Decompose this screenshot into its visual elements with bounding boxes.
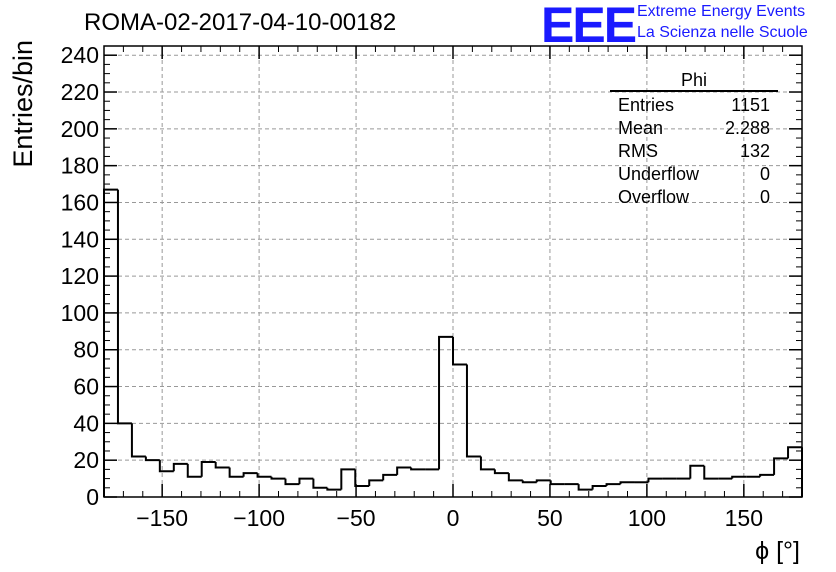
histogram-bin	[759, 473, 775, 477]
stats-key: RMS	[618, 141, 658, 161]
x-tick-label: −50	[337, 505, 376, 531]
histogram-bin	[172, 462, 188, 472]
histogram-bin	[186, 463, 202, 478]
stats-title: Phi	[680, 70, 707, 90]
histogram-bin	[465, 364, 481, 458]
histogram-bin	[382, 473, 398, 481]
y-tick-label: 200	[61, 116, 99, 142]
y-tick-label: 40	[73, 410, 99, 436]
histogram-bin	[479, 456, 495, 471]
histogram-bin	[326, 487, 342, 491]
histogram-bin	[452, 336, 467, 366]
histogram-bin	[438, 335, 453, 470]
x-axis-title: ϕ [°]	[755, 537, 800, 565]
histogram-bin	[410, 467, 426, 471]
y-tick-label: 100	[61, 300, 99, 326]
histogram-bin	[228, 467, 244, 478]
histogram-bin	[521, 480, 537, 484]
x-tick-label: −100	[233, 505, 285, 531]
histogram-bin	[787, 446, 802, 459]
x-tick-label: 100	[628, 505, 666, 531]
y-tick-label: 80	[73, 337, 99, 363]
histogram-bin	[256, 473, 272, 478]
stats-key: Overflow	[618, 187, 690, 207]
y-tick-label: 180	[61, 153, 99, 179]
stats-key: Mean	[618, 118, 664, 138]
logo-text-line1: Extreme Energy Events	[637, 3, 806, 20]
histogram-bin	[130, 423, 146, 458]
histogram-bin	[284, 478, 300, 486]
histogram-bin	[731, 475, 747, 479]
histogram-bin	[158, 460, 174, 473]
stats-row-mean: Mean 2.288	[610, 117, 778, 140]
stats-value: 0	[759, 187, 770, 207]
x-tick-label: 0	[447, 505, 460, 531]
histogram-bin	[242, 472, 258, 477]
x-tick-label: −150	[136, 505, 188, 531]
stats-row-overflow: Overflow 0	[610, 186, 778, 209]
histogram-bin	[549, 480, 565, 486]
histogram-bin	[773, 457, 789, 475]
histogram-bin	[270, 476, 286, 480]
logo-text-line2: La Scienza nelle Scuole	[637, 24, 808, 41]
histogram-bin	[368, 479, 384, 486]
y-axis-title: Entries/bin	[8, 40, 38, 168]
histogram-bin	[703, 465, 719, 480]
stats-value: 2.288	[724, 118, 770, 138]
histogram-bin	[577, 484, 593, 491]
stats-value: 132	[739, 141, 770, 161]
histogram-bin	[298, 477, 314, 485]
stats-box: Phi Entries 1151 Mean 2.288 RMS 132 Unde…	[610, 70, 778, 209]
y-tick-label: 0	[86, 484, 99, 510]
x-tick-label: 150	[725, 505, 763, 531]
stats-row-rms: RMS 132	[610, 140, 778, 163]
histogram-bin	[396, 466, 412, 475]
histogram-bin	[535, 479, 551, 483]
histogram-bin	[605, 483, 621, 486]
y-tick-label: 120	[61, 263, 99, 289]
y-tick-label: 60	[73, 374, 99, 400]
y-tick-label: 240	[61, 42, 99, 68]
histogram-bin	[647, 477, 663, 483]
y-tick-label: 160	[61, 189, 99, 215]
eee-logo: EEE	[541, 0, 637, 53]
plot-title: ROMA-02-2017-04-10-00182	[84, 9, 397, 36]
histogram-bin	[144, 456, 160, 462]
histogram-bin	[312, 478, 328, 489]
histogram-bin	[493, 469, 509, 475]
y-tick-label: 20	[73, 447, 99, 473]
histogram-bin	[116, 189, 132, 425]
histogram-bin	[591, 484, 607, 490]
histogram-bin	[200, 461, 216, 477]
y-tick-label: 220	[61, 79, 99, 105]
stats-row-entries: Entries 1151	[610, 94, 778, 117]
histogram-bin	[507, 473, 523, 482]
stats-divider	[610, 90, 778, 92]
stats-key: Underflow	[618, 164, 700, 184]
stats-key: Entries	[618, 95, 675, 115]
stats-value: 0	[759, 164, 770, 184]
stats-value: 1151	[731, 95, 770, 115]
histogram-bin	[689, 464, 705, 479]
histogram-bin	[340, 468, 356, 490]
histogram-bin	[354, 469, 370, 487]
histogram-bin	[619, 481, 635, 485]
x-tick-label: 50	[537, 505, 563, 531]
histogram-bin	[214, 462, 230, 469]
y-tick-label: 140	[61, 226, 99, 252]
stats-row-underflow: Underflow 0	[610, 163, 778, 186]
